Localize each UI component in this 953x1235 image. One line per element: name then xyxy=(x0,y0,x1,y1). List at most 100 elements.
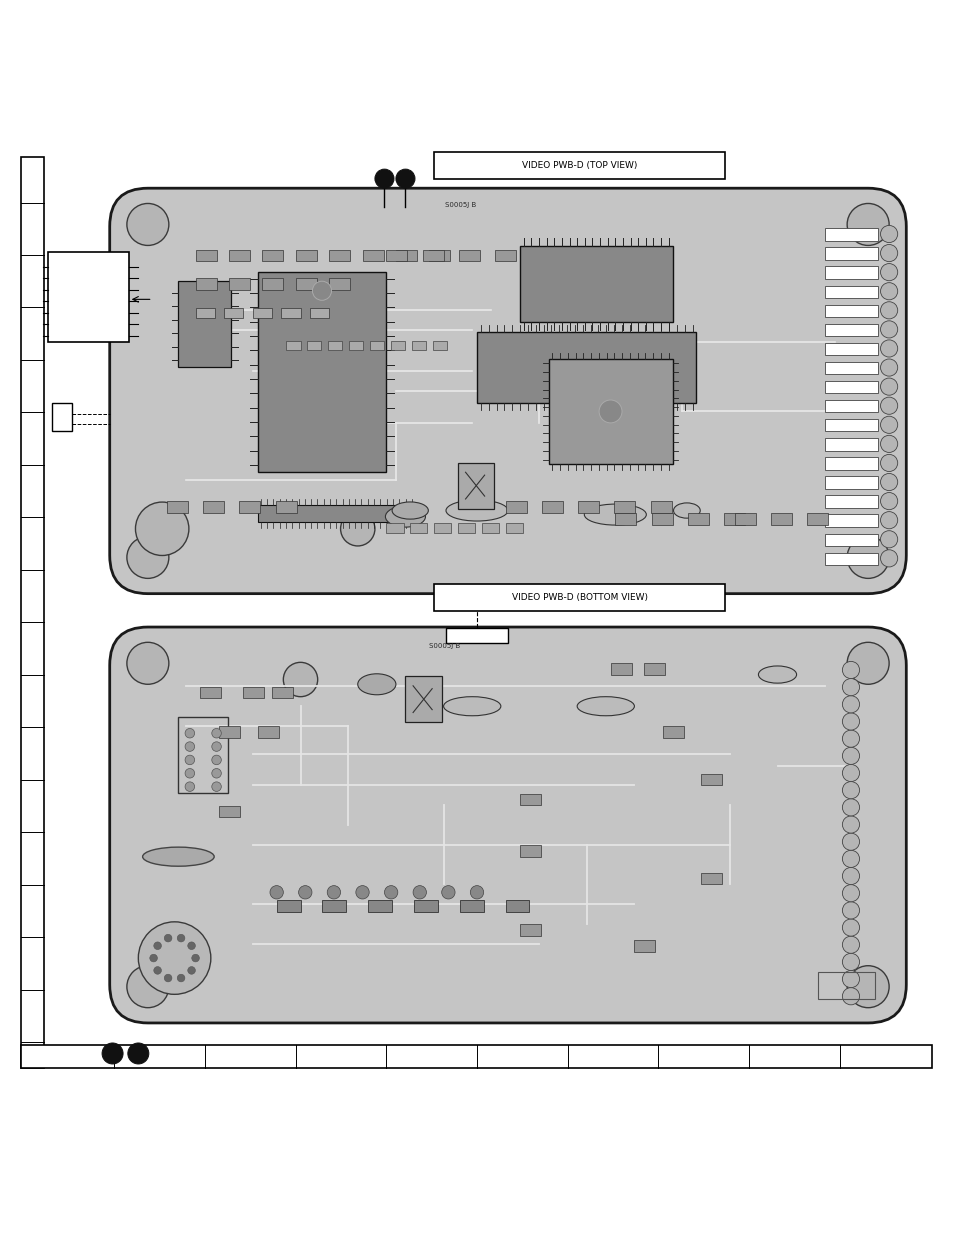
Bar xyxy=(224,309,243,317)
Circle shape xyxy=(880,416,897,433)
Circle shape xyxy=(880,340,897,357)
Bar xyxy=(276,899,300,913)
Bar xyxy=(824,324,877,336)
Circle shape xyxy=(846,204,888,246)
Text: S0005J B: S0005J B xyxy=(428,643,459,650)
Bar xyxy=(476,331,696,403)
Bar xyxy=(243,687,264,698)
Circle shape xyxy=(177,935,185,942)
Bar xyxy=(824,457,877,469)
Circle shape xyxy=(880,473,897,490)
Circle shape xyxy=(135,503,189,556)
Circle shape xyxy=(841,902,859,919)
Bar xyxy=(200,687,221,698)
Bar xyxy=(824,285,877,298)
Bar xyxy=(723,514,744,525)
Circle shape xyxy=(127,204,169,246)
Bar xyxy=(195,278,216,289)
Bar xyxy=(700,873,721,884)
Circle shape xyxy=(138,921,211,994)
Circle shape xyxy=(185,755,194,764)
Bar xyxy=(824,477,877,489)
Ellipse shape xyxy=(583,504,646,525)
Bar xyxy=(422,249,443,261)
Circle shape xyxy=(270,885,283,899)
Bar xyxy=(824,552,877,566)
Circle shape xyxy=(880,378,897,395)
Bar xyxy=(262,278,283,289)
Circle shape xyxy=(128,1044,149,1065)
Circle shape xyxy=(880,550,897,567)
Bar xyxy=(229,278,250,289)
Circle shape xyxy=(127,966,169,1008)
Circle shape xyxy=(212,782,221,792)
Circle shape xyxy=(841,662,859,678)
Circle shape xyxy=(846,966,888,1008)
Bar xyxy=(459,899,483,913)
FancyBboxPatch shape xyxy=(110,627,905,1023)
Text: VIDEO PWB-D (BOTTOM VIEW): VIDEO PWB-D (BOTTOM VIEW) xyxy=(511,593,647,601)
Bar xyxy=(370,341,384,351)
Circle shape xyxy=(188,942,195,950)
Circle shape xyxy=(846,536,888,578)
Circle shape xyxy=(841,834,859,850)
Circle shape xyxy=(384,885,397,899)
Bar xyxy=(650,501,671,513)
Bar xyxy=(195,249,216,261)
Bar xyxy=(824,495,877,508)
Bar xyxy=(362,249,383,261)
Bar xyxy=(806,514,827,525)
Bar xyxy=(434,524,451,532)
Bar xyxy=(824,343,877,356)
Bar xyxy=(257,505,415,522)
Ellipse shape xyxy=(392,501,428,519)
Bar xyxy=(445,627,507,643)
Bar xyxy=(295,249,316,261)
Ellipse shape xyxy=(385,506,425,527)
Circle shape xyxy=(127,536,169,578)
Bar xyxy=(541,501,562,513)
Circle shape xyxy=(841,730,859,747)
Circle shape xyxy=(880,531,897,548)
Bar xyxy=(272,687,293,698)
Bar xyxy=(824,419,877,431)
Ellipse shape xyxy=(143,847,213,866)
Bar xyxy=(286,341,300,351)
Circle shape xyxy=(355,885,369,899)
Circle shape xyxy=(283,662,317,697)
Bar xyxy=(195,309,214,317)
Bar xyxy=(395,249,416,261)
Circle shape xyxy=(164,974,172,982)
Circle shape xyxy=(841,678,859,695)
Bar xyxy=(824,228,877,241)
Bar xyxy=(519,794,540,805)
Bar xyxy=(458,249,479,261)
Circle shape xyxy=(841,919,859,936)
Bar xyxy=(429,249,450,261)
Circle shape xyxy=(841,747,859,764)
Bar xyxy=(410,524,427,532)
Bar xyxy=(386,524,403,532)
Bar xyxy=(178,718,228,793)
Bar xyxy=(167,501,188,513)
Circle shape xyxy=(153,967,161,974)
Bar xyxy=(457,524,475,532)
Bar xyxy=(405,677,441,722)
Circle shape xyxy=(395,169,415,188)
Bar xyxy=(615,514,636,525)
Circle shape xyxy=(212,742,221,751)
FancyBboxPatch shape xyxy=(110,188,905,594)
Ellipse shape xyxy=(577,697,634,716)
Circle shape xyxy=(164,935,172,942)
Circle shape xyxy=(340,511,375,546)
Bar xyxy=(634,940,655,952)
Ellipse shape xyxy=(443,697,500,716)
Bar xyxy=(824,267,877,279)
Ellipse shape xyxy=(445,500,507,521)
Circle shape xyxy=(841,867,859,884)
Bar xyxy=(329,249,350,261)
Bar xyxy=(262,249,283,261)
Circle shape xyxy=(841,936,859,953)
Bar xyxy=(824,515,877,527)
Bar xyxy=(817,972,874,999)
